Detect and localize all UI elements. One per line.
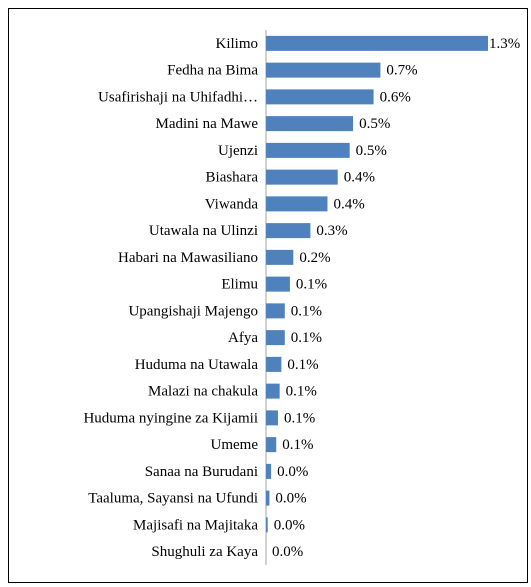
category-label: Viwanda <box>205 196 259 212</box>
bar <box>266 410 278 426</box>
category-label: Sanaa na Burudani <box>145 464 258 480</box>
value-label: 0.5% <box>359 116 390 132</box>
value-label: 0.1% <box>286 384 317 400</box>
category-label: Upangishaji Majengo <box>128 303 258 319</box>
category-label: Malazi na chakula <box>148 384 258 400</box>
category-label: Afya <box>228 330 258 346</box>
chart-border <box>8 8 528 583</box>
value-label: 0.1% <box>291 303 322 319</box>
category-label: Madini na Mawe <box>156 116 259 132</box>
bar <box>266 116 354 132</box>
value-label: 0.1% <box>287 357 318 373</box>
value-label: 0.7% <box>386 63 417 79</box>
value-label: 0.1% <box>282 437 313 453</box>
value-label: 0.1% <box>284 410 315 426</box>
category-label: Huduma na Utawala <box>135 357 259 373</box>
category-label: Umeme <box>211 437 259 453</box>
category-label: Utawala na Ulinzi <box>149 223 258 239</box>
value-label: 1.3% <box>489 36 520 52</box>
bar <box>266 463 272 479</box>
value-label: 0.6% <box>380 89 411 105</box>
bar <box>266 89 374 105</box>
value-label: 0.0% <box>277 464 308 480</box>
bar <box>266 437 277 453</box>
value-label: 0.0% <box>275 491 306 507</box>
category-label: Huduma nyingine za Kijamii <box>83 410 258 426</box>
category-label: Fedha na Bima <box>167 63 258 79</box>
category-label: Habari na Mawasiliano <box>118 250 258 266</box>
value-label: 0.3% <box>316 223 347 239</box>
bar <box>266 383 280 399</box>
bar <box>266 223 311 239</box>
value-label: 0.4% <box>333 196 364 212</box>
bar <box>266 276 290 292</box>
value-label: 0.5% <box>356 143 387 159</box>
category-label: Usafirishaji na Uhifadhi… <box>98 89 258 105</box>
bar <box>266 249 294 265</box>
bar <box>266 517 268 533</box>
category-label: Taaluma, Sayansi na Ufundi <box>88 491 258 507</box>
category-label: Elimu <box>221 277 258 293</box>
bar <box>266 142 350 158</box>
value-label: 0.2% <box>299 250 330 266</box>
category-label: Ujenzi <box>218 143 258 159</box>
category-label: Kilimo <box>215 36 258 52</box>
bar <box>266 196 328 212</box>
bar <box>266 303 285 319</box>
category-label: Majisafi na Majitaka <box>133 517 258 533</box>
bar <box>266 356 282 372</box>
value-label: 0.0% <box>272 544 303 560</box>
value-label: 0.4% <box>344 170 375 186</box>
bar <box>266 35 488 51</box>
bar <box>266 169 338 185</box>
value-label: 0.1% <box>291 330 322 346</box>
value-label: 0.1% <box>296 277 327 293</box>
bar <box>266 490 270 506</box>
value-label: 0.0% <box>274 517 305 533</box>
category-label: Shughuli za Kaya <box>151 544 258 560</box>
bar <box>266 62 381 78</box>
category-label: Biashara <box>206 170 259 186</box>
bar <box>266 330 285 346</box>
